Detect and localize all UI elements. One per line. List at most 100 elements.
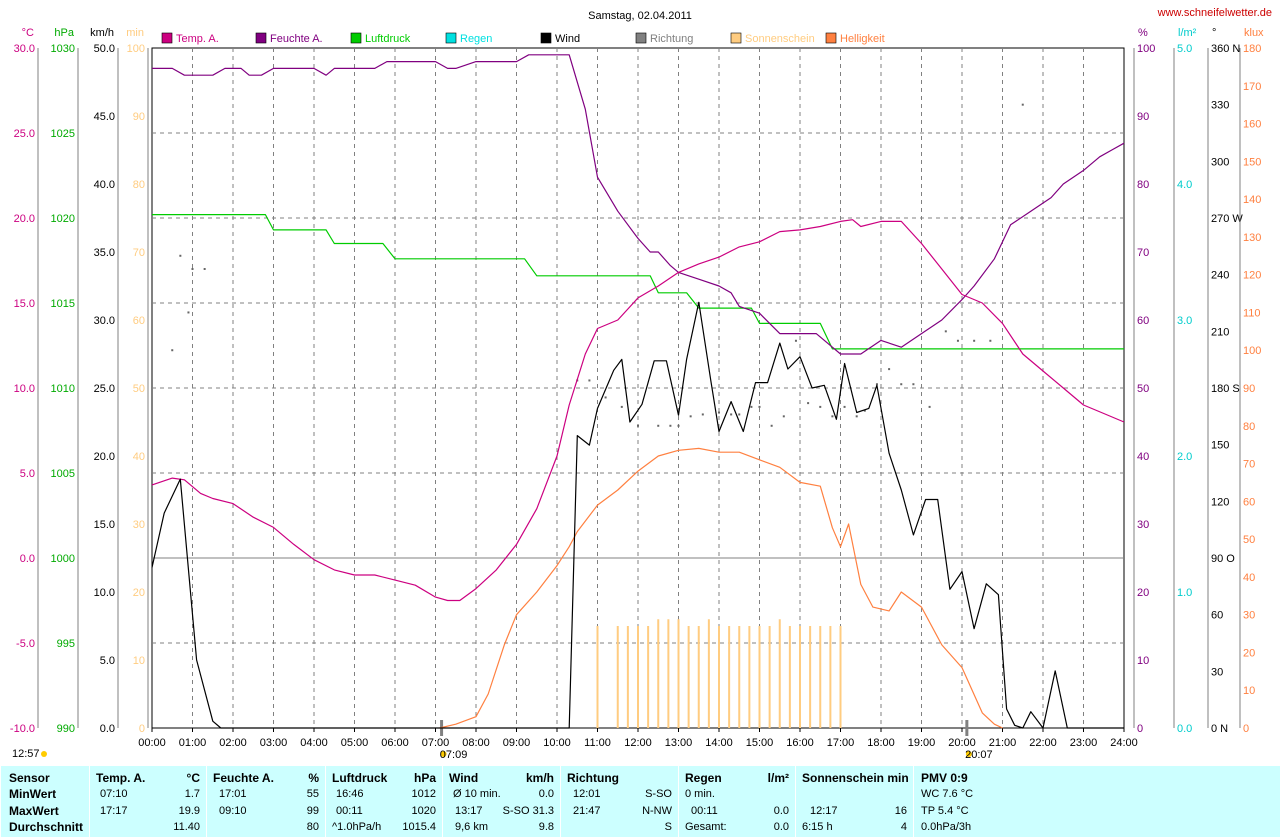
left-axis-tick: 10.0	[14, 383, 35, 395]
legend-swatch	[825, 32, 837, 44]
left-axis-tick: 15.0	[14, 298, 35, 310]
x-tick-label: 24:00	[1110, 737, 1138, 749]
right-axis-tick: 150	[1243, 156, 1261, 168]
direction-point	[718, 411, 720, 414]
row-label-max: MaxWert	[9, 804, 59, 818]
right-axis-tick: 80	[1243, 421, 1255, 433]
left-axis-tick: 1020	[51, 213, 75, 225]
rain-max-value: 0.0	[773, 805, 789, 817]
direction-point	[843, 405, 846, 408]
row-label-min: MinWert	[9, 787, 57, 801]
right-axis-tick: 70	[1243, 459, 1255, 471]
right-axis-tick: 0 N	[1211, 723, 1228, 735]
direction-point	[770, 424, 773, 427]
right-axis-tick: 360 N	[1211, 43, 1240, 55]
x-tick-label: 15:00	[746, 737, 774, 749]
right-axis-tick: 160	[1243, 119, 1261, 131]
direction-point	[191, 268, 194, 270]
left-axis-tick: 35.0	[94, 247, 115, 259]
legend-swatch	[540, 32, 552, 44]
right-axis-tick: 10	[1137, 655, 1149, 667]
left-axis-tick: 90	[133, 111, 145, 123]
x-tick-label: 04:00	[300, 737, 328, 749]
legend-label: Wind	[555, 33, 580, 45]
rain-max-time: 00:11	[691, 805, 718, 817]
pmv-windchill: WC 7.6 °C	[921, 788, 974, 800]
legend-label: Temp. A.	[176, 33, 219, 45]
temp-unit: °C	[186, 771, 200, 785]
right-axis-tick: 150	[1211, 440, 1229, 452]
sun-icon	[440, 751, 447, 757]
legend-swatch	[730, 32, 742, 44]
left-axis-tick: 5.0	[20, 468, 35, 480]
right-axis-unit: °	[1212, 27, 1216, 39]
right-axis-tick: 30	[1211, 666, 1223, 678]
direction-point	[807, 402, 810, 405]
left-axis-tick: 1005	[51, 468, 75, 480]
temp-min-value: 1.7	[184, 788, 200, 800]
x-tick-label: 00:00	[138, 737, 166, 749]
pmv-header: PMV 0:9	[921, 771, 968, 785]
temp-min-time: 07:10	[100, 788, 128, 800]
direction-point	[875, 383, 878, 386]
direction-point	[863, 409, 866, 412]
right-axis-tick: 4.0	[1177, 179, 1192, 191]
direction-point	[900, 383, 903, 386]
right-axis-tick: 100	[1243, 345, 1261, 357]
right-axis-tick: 30	[1243, 610, 1255, 622]
summary-col-pressure: Luftdruck hPa 16:46 1012 00:11 1020 ^1.0…	[325, 766, 442, 837]
left-axis-tick: 10	[133, 655, 145, 667]
left-axis-tick: 0.0	[20, 553, 35, 565]
temp-max-value: 19.9	[178, 805, 200, 817]
wind-avg-value: 9.8	[538, 821, 554, 833]
left-axis-tick: 20.0	[94, 451, 115, 463]
x-tick-label: 12:00	[624, 737, 652, 749]
right-axis-tick: 80	[1137, 179, 1149, 191]
summary-col-humidity: Feuchte A. % 17:01 55 09:10 99 80	[206, 766, 325, 837]
pressure-min-value: 1012	[411, 788, 436, 800]
right-axis-tick: 60	[1137, 315, 1149, 327]
left-axis-unit: °C	[22, 27, 34, 39]
humidity-min-time: 17:01	[219, 788, 247, 800]
left-axis-tick: 15.0	[94, 519, 115, 531]
right-axis-tick: 0	[1137, 723, 1143, 735]
left-axis-tick: 25.0	[94, 383, 115, 395]
left-axis-tick: 0	[139, 723, 145, 735]
left-axis-tick: 50	[133, 383, 145, 395]
left-axis-unit: km/h	[90, 27, 114, 39]
left-axis-tick: 45.0	[94, 111, 115, 123]
summary-col-sensor: Sensor MinWert MaxWert Durchschnitt	[0, 766, 89, 837]
legend: Temp. A. Feuchte A. Luftdruck Regen Wind Rich…	[161, 32, 885, 45]
temp-header: Temp. A.	[96, 771, 146, 785]
right-axis-tick: 300	[1211, 156, 1229, 168]
summary-col-temp: Temp. A. °C 07:10 1.7 17:17 19.9 11.40	[89, 766, 206, 837]
direction-max-time: 21:47	[573, 805, 601, 817]
left-axis-tick: -5.0	[16, 638, 35, 650]
direction-point	[912, 383, 915, 386]
direction-point	[782, 415, 785, 418]
right-axis-tick: 50	[1243, 534, 1255, 546]
right-axis-tick: 60	[1211, 610, 1223, 622]
legend-label: Richtung	[650, 33, 693, 45]
direction-max-value: N-NW	[642, 805, 672, 817]
summary-table: Sensor MinWert MaxWert Durchschnitt Temp…	[0, 766, 1280, 837]
site-link[interactable]: www.schneifelwetter.de	[1157, 7, 1272, 19]
axes: °C 30.0 25.0 20.0 15.0 10.0 5.0 0.0 -5.0 -10.0 hPa…	[10, 27, 1264, 761]
pressure-max-time: 00:11	[336, 805, 363, 817]
wind-run: 9,6 km	[455, 821, 489, 833]
pressure-avg-value: 1015.4	[402, 821, 436, 833]
direction-point	[956, 339, 959, 342]
right-axis-tick: 270 W	[1211, 213, 1243, 225]
right-axis-tick: 100	[1137, 43, 1155, 55]
pmv-dewpoint: TP 5.4 °C	[921, 805, 969, 817]
pressure-header: Luftdruck	[332, 771, 388, 785]
x-tick-label: 13:00	[665, 737, 693, 749]
sunshine-total: 6:15 h	[802, 821, 833, 833]
direction-point	[855, 415, 858, 418]
direction-point	[620, 405, 623, 408]
left-axis-tick: 0.0	[100, 723, 115, 735]
legend-swatch	[350, 32, 362, 44]
direction-point	[677, 424, 680, 427]
left-axis-tick: 1030	[51, 43, 75, 55]
right-axis-unit: klux	[1244, 27, 1264, 39]
